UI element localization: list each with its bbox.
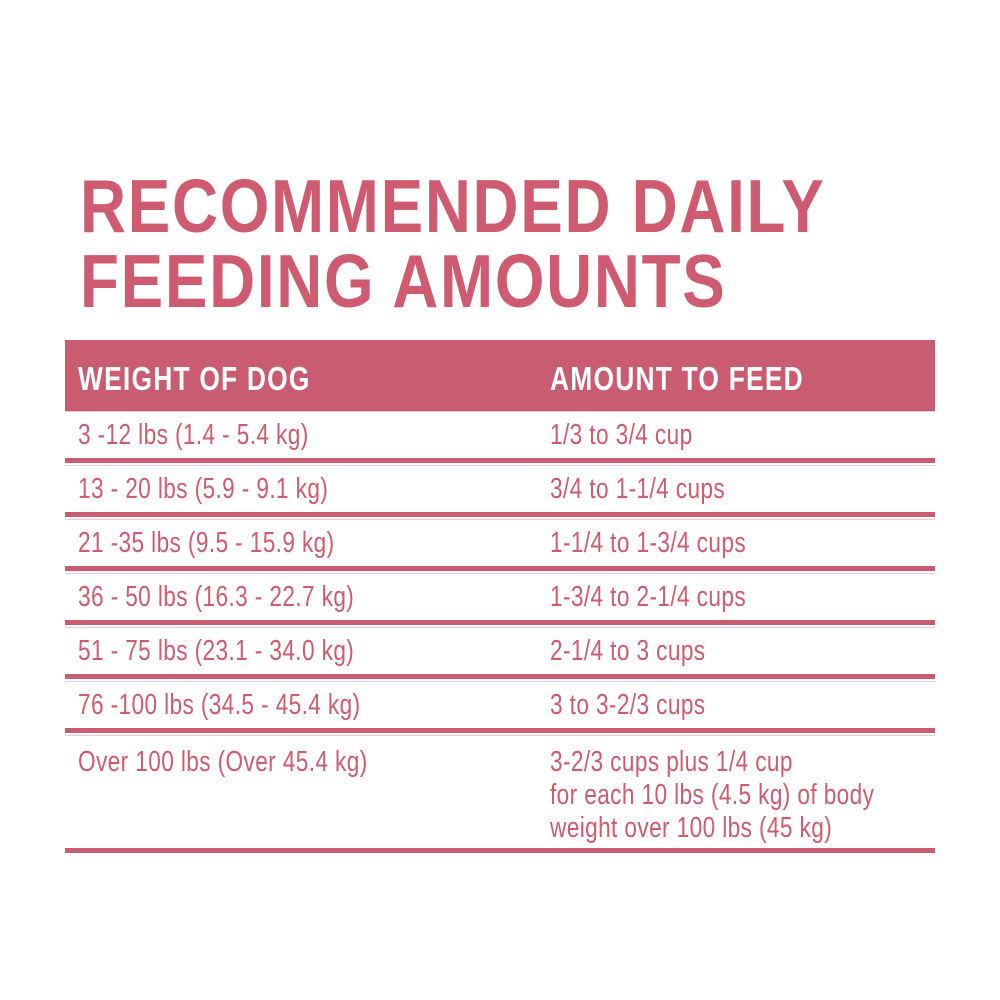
weight-value: 21 -35 lbs (9.5 - 15.9 kg) — [78, 526, 335, 559]
amount-value: 3 to 3-2/3 cups — [550, 688, 706, 721]
amount-cell: 3 to 3-2/3 cups — [550, 689, 935, 722]
row-divider — [65, 566, 935, 574]
page-title: RECOMMENDED DAILY FEEDING AMOUNTS — [80, 169, 826, 319]
amount-value: 1-3/4 to 2-1/4 cups — [550, 580, 747, 613]
weight-value: 76 -100 lbs (34.5 - 45.4 kg) — [78, 688, 361, 721]
table-row: Over 100 lbs (Over 45.4 kg) 3-2/3 cups p… — [65, 736, 935, 848]
amount-cell: 1/3 to 3/4 cup — [550, 419, 935, 452]
table-header-row: WEIGHT OF DOG AMOUNT TO FEED — [65, 340, 935, 412]
row-divider — [65, 458, 935, 466]
table-bottom-rule — [65, 848, 935, 853]
weight-cell: 13 - 20 lbs (5.9 - 9.1 kg) — [78, 473, 550, 506]
weight-value: Over 100 lbs (Over 45.4 kg) — [78, 746, 368, 778]
amount-value: 3-2/3 cups plus 1/4 cup for each 10 lbs … — [550, 746, 874, 845]
weight-cell: 51 - 75 lbs (23.1 - 34.0 kg) — [78, 635, 550, 668]
amount-cell: 2-1/4 to 3 cups — [550, 635, 935, 668]
table-row: 76 -100 lbs (34.5 - 45.4 kg) 3 to 3-2/3 … — [65, 682, 935, 728]
amount-cell: 1-1/4 to 1-3/4 cups — [550, 527, 935, 560]
weight-value: 36 - 50 lbs (16.3 - 22.7 kg) — [78, 580, 355, 613]
header-cell-amount: AMOUNT TO FEED — [550, 357, 935, 397]
header-cell-weight: WEIGHT OF DOG — [78, 357, 550, 397]
row-divider — [65, 674, 935, 682]
weight-cell: 3 -12 lbs (1.4 - 5.4 kg) — [78, 419, 550, 452]
weight-cell: Over 100 lbs (Over 45.4 kg) — [78, 746, 550, 779]
amount-cell: 1-3/4 to 2-1/4 cups — [550, 581, 935, 614]
row-divider — [65, 728, 935, 736]
header-amount-label: AMOUNT TO FEED — [550, 359, 804, 397]
amount-value: 1-1/4 to 1-3/4 cups — [550, 526, 747, 559]
amount-line-2: for each 10 lbs (4.5 kg) of body — [550, 779, 875, 811]
header-weight-label: WEIGHT OF DOG — [78, 359, 311, 397]
amount-value: 2-1/4 to 3 cups — [550, 634, 706, 667]
table-row: 13 - 20 lbs (5.9 - 9.1 kg) 3/4 to 1-1/4 … — [65, 466, 935, 512]
amount-value: 1/3 to 3/4 cup — [550, 418, 693, 451]
amount-cell: 3/4 to 1-1/4 cups — [550, 473, 935, 506]
weight-cell: 76 -100 lbs (34.5 - 45.4 kg) — [78, 689, 550, 722]
amount-line-1: 3-2/3 cups plus 1/4 cup — [550, 746, 793, 778]
amount-cell: 3-2/3 cups plus 1/4 cup for each 10 lbs … — [550, 746, 966, 845]
row-divider — [65, 512, 935, 520]
table-row: 3 -12 lbs (1.4 - 5.4 kg) 1/3 to 3/4 cup — [65, 412, 935, 458]
table-row: 51 - 75 lbs (23.1 - 34.0 kg) 2-1/4 to 3 … — [65, 628, 935, 674]
feeding-table: WEIGHT OF DOG AMOUNT TO FEED 3 -12 lbs (… — [65, 340, 935, 853]
weight-value: 3 -12 lbs (1.4 - 5.4 kg) — [78, 418, 309, 451]
weight-value: 13 - 20 lbs (5.9 - 9.1 kg) — [78, 472, 329, 505]
table-row: 21 -35 lbs (9.5 - 15.9 kg) 1-1/4 to 1-3/… — [65, 520, 935, 566]
weight-value: 51 - 75 lbs (23.1 - 34.0 kg) — [78, 634, 355, 667]
table-row: 36 - 50 lbs (16.3 - 22.7 kg) 1-3/4 to 2-… — [65, 574, 935, 620]
title-line-2: FEEDING AMOUNTS — [80, 239, 727, 323]
weight-cell: 36 - 50 lbs (16.3 - 22.7 kg) — [78, 581, 550, 614]
row-divider — [65, 620, 935, 628]
weight-cell: 21 -35 lbs (9.5 - 15.9 kg) — [78, 527, 550, 560]
title-line-1: RECOMMENDED DAILY — [80, 164, 826, 248]
amount-line-3: weight over 100 lbs (45 kg) — [550, 812, 833, 844]
amount-value: 3/4 to 1-1/4 cups — [550, 472, 726, 505]
